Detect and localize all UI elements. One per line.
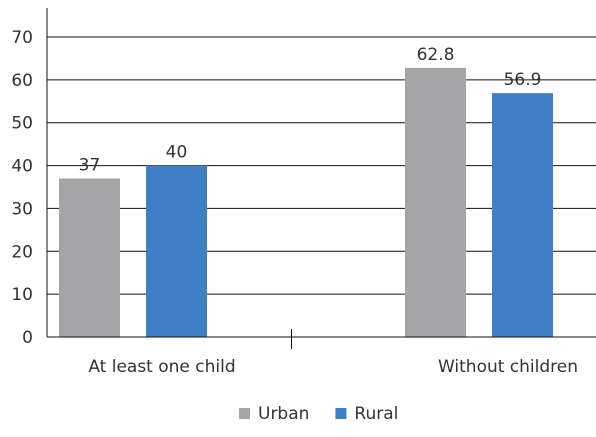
y-tick-label-30: 30: [11, 199, 33, 219]
legend: Urban Rural: [239, 404, 398, 424]
bar-rural-1: [146, 165, 207, 337]
data-labels: 37 40 62.8 56.9: [79, 45, 542, 176]
bar-rural-2: [492, 93, 553, 338]
y-tick-label-0: 0: [22, 328, 33, 348]
y-tick-label-70: 70: [11, 28, 33, 48]
data-label-urban-1: 37: [79, 155, 101, 175]
bar-urban-1: [59, 178, 120, 337]
data-label-rural-1: 40: [166, 143, 188, 163]
category-labels: At least one child Without children: [88, 357, 578, 377]
category-label-1: At least one child: [88, 357, 235, 377]
y-tick-label-10: 10: [11, 285, 33, 305]
y-tick-label-50: 50: [11, 114, 33, 134]
y-tick-label-20: 20: [11, 242, 33, 262]
data-label-rural-2: 56.9: [504, 70, 542, 90]
legend-swatch-urban: [239, 408, 250, 419]
axes: [46, 8, 596, 349]
gridlines: [47, 36, 596, 295]
category-label-2: Without children: [438, 357, 578, 377]
y-tick-label-40: 40: [11, 157, 33, 177]
y-axis-tick-labels: 0 10 20 30 40 50 60 70: [11, 28, 33, 348]
legend-swatch-rural: [335, 408, 347, 419]
legend-label-urban: Urban: [258, 404, 309, 424]
bar-urban-2: [405, 67, 466, 337]
y-tick-label-60: 60: [11, 71, 33, 91]
bars: [59, 67, 553, 338]
data-label-urban-2: 62.8: [417, 45, 455, 65]
legend-label-rural: Rural: [354, 404, 398, 424]
